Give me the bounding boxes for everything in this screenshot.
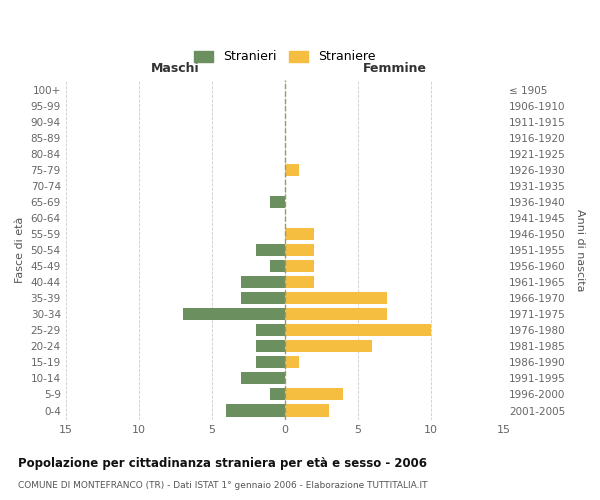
Bar [285,324,431,336]
Bar [285,260,314,272]
Bar [285,308,387,320]
Bar [241,372,285,384]
Text: Femmine: Femmine [362,62,427,75]
Bar [285,292,387,304]
Bar [241,276,285,288]
Bar [256,340,285,352]
Bar [226,404,285,416]
Bar [285,244,314,256]
Bar [285,356,299,368]
Bar [285,276,314,288]
Bar [256,324,285,336]
Y-axis label: Anni di nascita: Anni di nascita [575,209,585,292]
Bar [256,244,285,256]
Bar [285,388,343,400]
Bar [182,308,285,320]
Bar [285,404,329,416]
Text: Popolazione per cittadinanza straniera per età e sesso - 2006: Popolazione per cittadinanza straniera p… [18,458,427,470]
Text: Maschi: Maschi [151,62,200,75]
Bar [285,164,299,176]
Bar [241,292,285,304]
Bar [270,388,285,400]
Bar [270,196,285,208]
Y-axis label: Fasce di età: Fasce di età [15,217,25,283]
Legend: Stranieri, Straniere: Stranieri, Straniere [190,46,380,68]
Bar [285,228,314,240]
Bar [256,356,285,368]
Bar [270,260,285,272]
Text: COMUNE DI MONTEFRANCO (TR) - Dati ISTAT 1° gennaio 2006 - Elaborazione TUTTITALI: COMUNE DI MONTEFRANCO (TR) - Dati ISTAT … [18,481,427,490]
Bar [285,340,373,352]
